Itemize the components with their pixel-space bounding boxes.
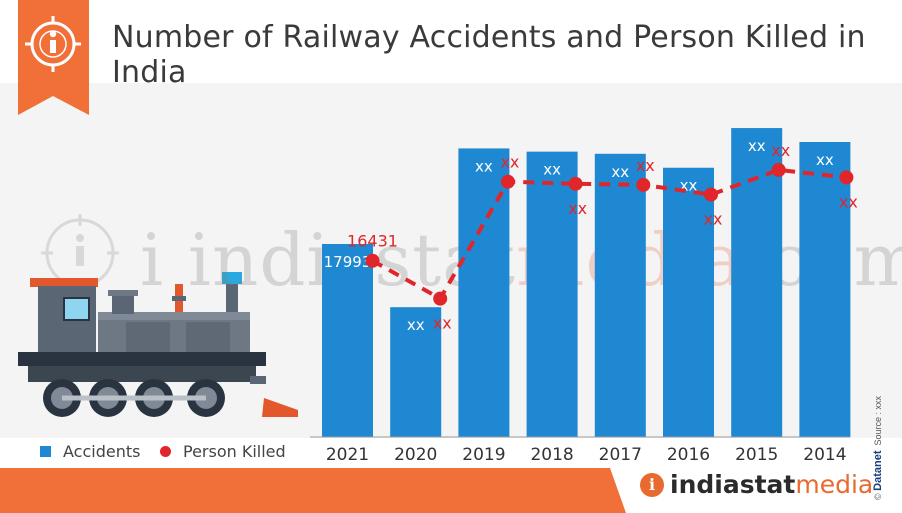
credit-source: Source : xxx [873, 395, 883, 446]
point-label-2015: xx [771, 141, 790, 160]
brand-name-left: indiastat [670, 470, 796, 499]
bar-label-2019: xx [475, 157, 493, 175]
bar-2017 [594, 153, 646, 438]
bar-label-2015: xx [748, 137, 766, 155]
brand-logo: i indiastat media [640, 470, 873, 499]
info-icon [25, 16, 81, 72]
bar-label-2018: xx [543, 161, 561, 179]
info-ribbon [18, 0, 89, 115]
legend-person-killed-swatch [160, 446, 171, 457]
footer-band [0, 468, 626, 513]
x-tick-2018: 2018 [530, 445, 573, 465]
point-label-2021: 16431 [347, 232, 398, 251]
point-2014 [839, 170, 854, 185]
chart-title: Number of Railway Accidents and Person K… [112, 20, 866, 90]
point-label-2014: xx [839, 192, 858, 211]
point-2019 [500, 174, 515, 189]
bar-2020 [390, 307, 442, 437]
x-tick-2021: 2021 [326, 445, 369, 465]
bar-2021 [322, 243, 373, 437]
bar-2018 [526, 151, 578, 437]
point-2020 [433, 291, 448, 306]
x-axis-tick-labels: 2021 2020 2019 2018 2017 2016 2015 2014 [310, 436, 850, 465]
bar-label-2021: 17993 [324, 253, 372, 271]
x-tick-2014: 2014 [803, 445, 846, 465]
bar-label-2014: xx [816, 151, 834, 169]
person-killed-points [365, 162, 854, 306]
point-2017 [636, 177, 651, 192]
legend-person-killed-label: Person Killed [183, 442, 286, 461]
bar-series [322, 128, 851, 438]
x-tick-2020: 2020 [394, 445, 437, 465]
x-tick-2019: 2019 [462, 445, 505, 465]
point-label-2017: xx [636, 156, 655, 175]
point-label-2016: xx [704, 210, 723, 229]
legend-person-killed: Person Killed [160, 442, 286, 461]
point-label-2020: xx [433, 314, 452, 333]
x-tick-2015: 2015 [735, 445, 778, 465]
credit-brand: Datanet [872, 450, 884, 491]
x-tick-2016: 2016 [667, 445, 710, 465]
point-2016 [704, 187, 718, 202]
bar-2016 [663, 167, 714, 437]
point-label-2018: xx [568, 199, 587, 218]
legend-accidents: Accidents [40, 442, 140, 461]
point-2021 [365, 253, 380, 268]
legend-accidents-label: Accidents [63, 442, 141, 461]
point-label-2019: xx [500, 153, 519, 172]
point-2018 [568, 176, 583, 191]
locomotive-illustration [18, 272, 298, 417]
brand-info-icon: i [640, 472, 664, 497]
source-credit: © Datanet Source : xxx [872, 395, 884, 500]
bar-2014 [799, 142, 851, 437]
person-killed-line [371, 167, 847, 302]
x-tick-2017: 2017 [599, 445, 642, 465]
bar-label-2017: xx [611, 163, 629, 181]
bar-label-2020: xx [407, 316, 425, 334]
point-2015 [771, 162, 786, 177]
legend-accidents-swatch [40, 446, 51, 457]
brand-name-right: media [795, 470, 874, 499]
